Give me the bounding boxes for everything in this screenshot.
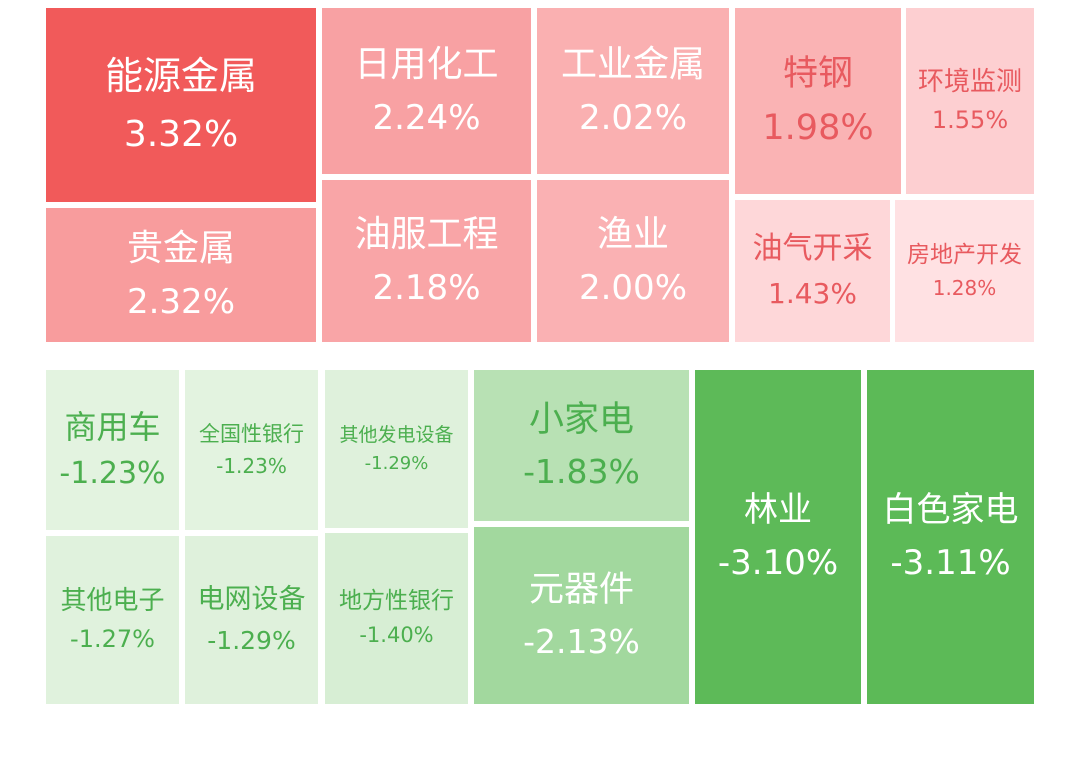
tile-name-label: 工业金属 bbox=[560, 44, 705, 86]
tile-change-label: -1.40% bbox=[359, 623, 434, 648]
tile-name-label: 房地产开发 bbox=[907, 241, 1022, 268]
treemap-tile[interactable]: 商用车 -1.23% bbox=[46, 370, 179, 530]
tile-change-label: 2.24% bbox=[372, 98, 481, 139]
tile-name-label: 小家电 bbox=[528, 399, 634, 440]
treemap-tile[interactable]: 元器件 -2.13% bbox=[474, 527, 689, 704]
treemap-tile[interactable]: 电网设备 -1.29% bbox=[185, 536, 318, 704]
treemap-tile[interactable]: 小家电 -1.83% bbox=[474, 370, 689, 521]
tile-name-label: 其他发电设备 bbox=[339, 423, 454, 446]
tile-change-label: 1.98% bbox=[762, 108, 874, 149]
treemap-tile[interactable]: 渔业 2.00% bbox=[537, 180, 729, 342]
tile-name-label: 贵金属 bbox=[126, 228, 235, 270]
treemap-tile[interactable]: 全国性银行 -1.23% bbox=[185, 370, 318, 530]
tile-name-label: 林业 bbox=[744, 490, 812, 531]
tile-name-label: 元器件 bbox=[528, 569, 634, 610]
treemap-tile[interactable]: 特钢 1.98% bbox=[735, 8, 901, 194]
tile-change-label: 2.02% bbox=[578, 98, 687, 139]
tile-change-label: -1.29% bbox=[364, 452, 429, 474]
tile-change-label: -1.23% bbox=[59, 456, 166, 492]
treemap-tile[interactable]: 房地产开发 1.28% bbox=[895, 200, 1034, 342]
treemap-tile[interactable]: 地方性银行 -1.40% bbox=[325, 533, 468, 704]
tile-name-label: 环境监测 bbox=[917, 66, 1022, 97]
tile-name-label: 渔业 bbox=[596, 214, 669, 256]
tile-change-label: -1.83% bbox=[523, 452, 640, 492]
treemap-tile[interactable]: 环境监测 1.55% bbox=[906, 8, 1034, 194]
tile-change-label: -2.13% bbox=[523, 622, 640, 662]
treemap-tile[interactable]: 林业 -3.10% bbox=[695, 370, 861, 704]
tile-name-label: 全国性银行 bbox=[199, 421, 304, 446]
tile-change-label: -1.29% bbox=[207, 625, 296, 655]
tile-name-label: 特钢 bbox=[782, 53, 853, 94]
tile-change-label: 3.32% bbox=[123, 113, 239, 155]
tile-change-label: -1.27% bbox=[70, 625, 155, 654]
treemap-tile[interactable]: 日用化工 2.24% bbox=[322, 8, 531, 174]
treemap-tile[interactable]: 其他发电设备 -1.29% bbox=[325, 370, 468, 528]
tile-change-label: 1.55% bbox=[931, 106, 1009, 135]
tile-name-label: 油气开采 bbox=[752, 231, 873, 267]
tile-change-label: 2.32% bbox=[126, 282, 235, 323]
tile-name-label: 日用化工 bbox=[354, 44, 499, 86]
tile-name-label: 油服工程 bbox=[354, 214, 499, 256]
tile-name-label: 其他电子 bbox=[60, 585, 165, 616]
tile-change-label: -1.23% bbox=[216, 454, 287, 479]
treemap-tile[interactable]: 能源金属 3.32% bbox=[46, 8, 316, 202]
tile-name-label: 能源金属 bbox=[104, 54, 257, 99]
tile-name-label: 商用车 bbox=[64, 407, 161, 446]
tile-name-label: 白色家电 bbox=[882, 490, 1019, 531]
tile-change-label: 2.00% bbox=[578, 268, 687, 309]
treemap-tile[interactable]: 贵金属 2.32% bbox=[46, 208, 316, 342]
treemap-tile[interactable]: 工业金属 2.02% bbox=[537, 8, 729, 174]
tile-change-label: -3.10% bbox=[717, 542, 839, 583]
treemap-tile[interactable]: 油气开采 1.43% bbox=[735, 200, 890, 342]
treemap-tile[interactable]: 其他电子 -1.27% bbox=[46, 536, 179, 704]
treemap-tile[interactable]: 油服工程 2.18% bbox=[322, 180, 531, 342]
tile-change-label: 2.18% bbox=[372, 268, 481, 309]
tile-change-label: 1.28% bbox=[932, 276, 997, 301]
tile-change-label: 1.43% bbox=[768, 277, 857, 311]
tile-name-label: 地方性银行 bbox=[339, 588, 454, 615]
tile-change-label: -3.11% bbox=[890, 542, 1011, 583]
tile-name-label: 电网设备 bbox=[197, 584, 306, 616]
treemap-tile[interactable]: 白色家电 -3.11% bbox=[867, 370, 1034, 704]
